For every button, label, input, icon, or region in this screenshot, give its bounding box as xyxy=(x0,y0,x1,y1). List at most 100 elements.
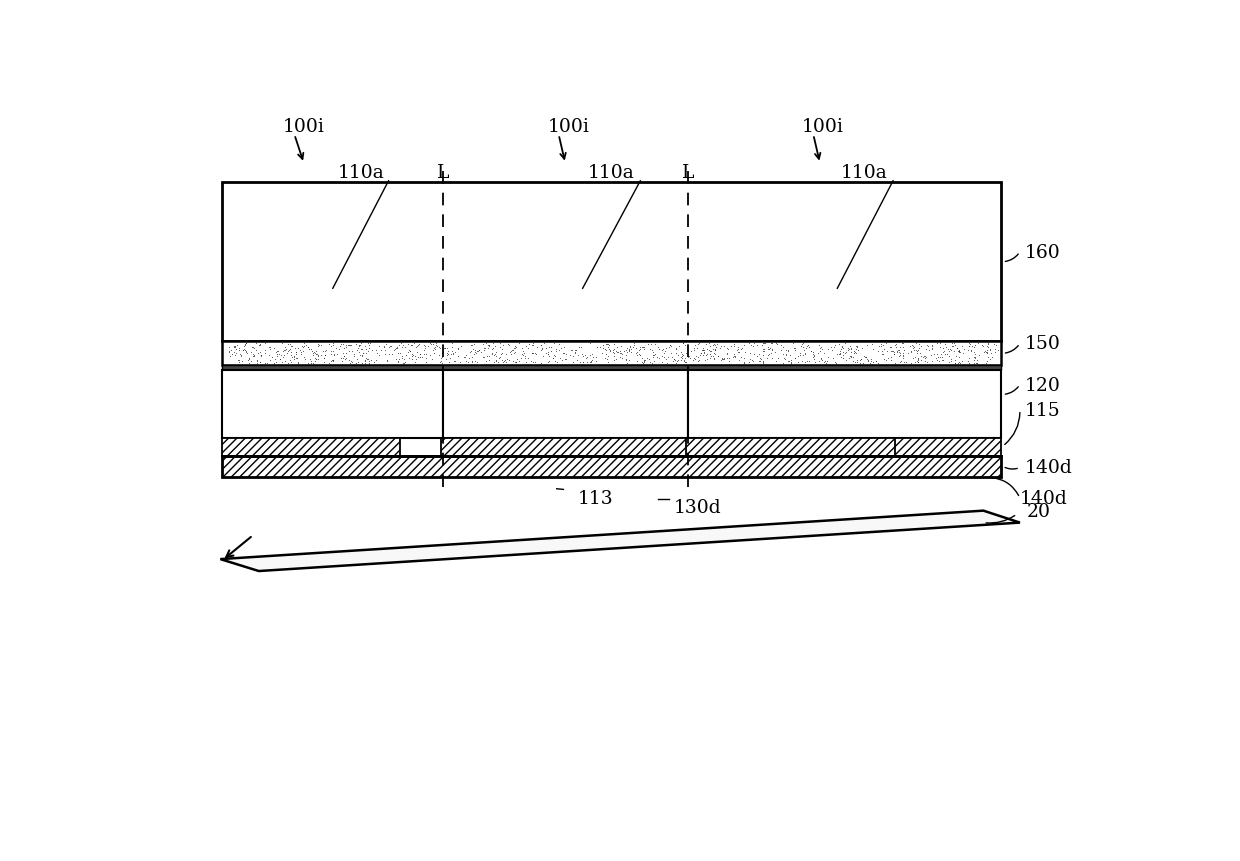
Point xyxy=(725,350,745,363)
Point xyxy=(950,346,970,360)
Point xyxy=(456,349,476,362)
Point xyxy=(672,348,692,362)
Text: 115: 115 xyxy=(1024,401,1060,419)
Point xyxy=(952,340,972,354)
Point xyxy=(683,342,703,356)
Point xyxy=(398,346,418,360)
Point xyxy=(525,356,544,369)
Point xyxy=(653,343,673,356)
Point xyxy=(477,338,497,352)
Point xyxy=(753,355,773,369)
Point xyxy=(708,350,728,363)
Point xyxy=(676,339,696,353)
Point xyxy=(234,338,254,351)
Point xyxy=(439,356,459,369)
Point xyxy=(748,339,768,353)
Point xyxy=(785,351,805,365)
Point xyxy=(827,348,847,362)
Point xyxy=(464,348,484,362)
Point xyxy=(703,339,723,353)
Point xyxy=(366,354,386,368)
Point xyxy=(484,356,503,369)
Point xyxy=(479,342,498,356)
Text: 110a: 110a xyxy=(588,164,635,182)
Point xyxy=(433,350,453,364)
Point xyxy=(842,343,862,356)
Point xyxy=(280,354,300,368)
Point xyxy=(577,351,596,365)
Point xyxy=(706,340,725,354)
Point xyxy=(965,348,985,362)
Point xyxy=(689,337,709,350)
Point xyxy=(382,339,402,353)
Point xyxy=(268,344,288,358)
Point xyxy=(630,340,650,354)
Point xyxy=(279,344,299,357)
Point xyxy=(556,348,575,362)
Point xyxy=(334,341,353,355)
Point xyxy=(776,348,796,362)
Point xyxy=(666,356,686,370)
Point xyxy=(273,344,293,358)
Point xyxy=(575,349,595,362)
Point xyxy=(386,352,405,366)
Point xyxy=(847,343,867,356)
Point xyxy=(621,343,641,356)
Point xyxy=(538,345,558,359)
Point xyxy=(285,346,305,360)
Point xyxy=(815,347,835,361)
Point xyxy=(539,355,559,369)
Point xyxy=(652,344,672,357)
Point xyxy=(403,353,423,367)
Point xyxy=(954,347,973,361)
Point xyxy=(653,351,673,365)
Point xyxy=(959,351,978,365)
Point xyxy=(668,354,688,368)
Point xyxy=(515,350,534,363)
Point xyxy=(751,353,771,367)
Point xyxy=(857,338,877,352)
Point xyxy=(619,344,639,357)
Point xyxy=(255,356,275,370)
Point xyxy=(743,339,763,353)
Point xyxy=(915,350,935,363)
Point xyxy=(516,340,536,354)
Point xyxy=(877,353,897,367)
Point xyxy=(315,349,335,362)
Point xyxy=(739,356,759,369)
Point xyxy=(931,348,951,362)
Point xyxy=(436,342,456,356)
Point xyxy=(552,341,572,355)
Point xyxy=(436,353,456,367)
Text: L: L xyxy=(436,164,450,182)
Point xyxy=(368,339,388,353)
Point xyxy=(459,352,479,366)
Point xyxy=(787,350,807,363)
Point xyxy=(407,353,427,367)
Point xyxy=(904,344,924,357)
Point xyxy=(676,346,696,360)
Point xyxy=(986,339,1006,353)
Bar xyxy=(222,456,1001,478)
Point xyxy=(965,353,985,367)
Point xyxy=(707,338,727,351)
Point xyxy=(412,350,432,364)
Point xyxy=(923,339,942,353)
Point xyxy=(352,350,372,363)
Point xyxy=(486,345,506,359)
Point xyxy=(311,349,331,362)
Point xyxy=(673,337,693,350)
Point xyxy=(420,349,440,362)
Point xyxy=(976,345,996,359)
Point xyxy=(945,356,965,370)
Point xyxy=(890,347,910,361)
Point xyxy=(949,350,968,364)
Point xyxy=(350,339,370,353)
Point xyxy=(893,340,913,354)
Point xyxy=(255,346,275,360)
Point xyxy=(906,338,926,351)
Point xyxy=(952,355,972,369)
Point xyxy=(604,343,624,356)
Point xyxy=(884,345,904,359)
Point xyxy=(314,356,334,369)
